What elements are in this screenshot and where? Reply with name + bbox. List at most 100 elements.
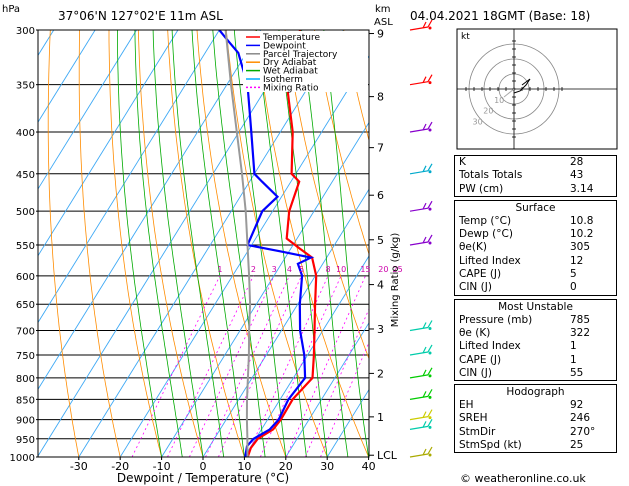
wind-barb-flag	[422, 448, 427, 456]
dewpoint-line	[218, 30, 315, 457]
pressure-tick-label: 350	[16, 81, 35, 92]
hodograph-stat-row: SREH 246	[455, 412, 616, 425]
km-label: km	[375, 4, 391, 15]
wind-barb-flag	[427, 367, 433, 376]
most-unstable-box: Most Unstable Pressure (mb) 785 θe (K) 322 L…	[454, 298, 617, 382]
wind-barb-flag	[422, 322, 427, 329]
legend-box	[243, 31, 368, 92]
wind-barb-flag	[422, 165, 427, 173]
wind-dot	[428, 425, 432, 429]
wet-adiabat	[301, 30, 349, 457]
wind-barb-flag	[427, 121, 433, 130]
hodograph-ring-label: 10	[494, 96, 504, 105]
pressure-tick-label: 700	[16, 327, 35, 338]
dry-adiabat	[284, 30, 369, 360]
dry-adiabat	[196, 30, 287, 457]
date-title: 04.04.2021 18GMT (Base: 18)	[410, 9, 590, 23]
dry-adiabat	[137, 30, 204, 457]
hodograph-stat-value: 25	[570, 439, 584, 452]
most-unstable-label: Lifted Index	[459, 340, 521, 353]
km-tick-label: 7	[377, 142, 384, 155]
wet-adiabat	[191, 30, 245, 457]
index-label: K	[459, 156, 466, 168]
hodograph-stat-label: StmDir	[459, 425, 496, 438]
wind-dot	[428, 374, 432, 378]
location-title: 37°06'N 127°02'E 11m ASL	[58, 9, 223, 23]
pressure-tick-label: 500	[16, 207, 35, 218]
wind-barb-staff	[409, 453, 429, 458]
mixing-ratio-line	[189, 275, 275, 457]
isotherm-line	[78, 30, 344, 457]
pressure-tick-label: 400	[16, 128, 35, 139]
mixing-ratio-line	[205, 275, 290, 457]
legend-label: Temperature	[262, 33, 320, 43]
wet-adiabat	[233, 30, 287, 457]
wind-barb-staff	[409, 374, 429, 379]
wind-barb-flag	[422, 123, 427, 131]
hodograph-kt-label: kt	[461, 32, 470, 42]
wind-dot	[428, 327, 432, 331]
wind-dot	[428, 395, 432, 399]
wind-barb-flag	[427, 409, 433, 417]
wind-barb-flag	[427, 446, 433, 455]
mixing-ratio-label: 2	[251, 265, 256, 274]
wind-barb-flag	[427, 19, 433, 28]
most-unstable-value: 322	[570, 326, 591, 339]
temp-tick-label: 40	[362, 460, 376, 473]
wind-dot	[428, 81, 432, 85]
pressure-tick-label: 600	[16, 272, 35, 283]
mixing-ratio-label: 10	[336, 265, 346, 274]
wind-barb-flag	[422, 391, 427, 398]
wind-barb-flag	[422, 21, 427, 29]
km-tick-label: 2	[377, 367, 384, 380]
mixing-ratio-label: 1	[217, 265, 222, 274]
km-tick-label: LCL	[377, 449, 398, 462]
index-row: PW (cm) 3.14	[455, 183, 616, 196]
wind-barb-staff	[409, 207, 429, 212]
hodograph-stat-label: SREH	[459, 412, 488, 425]
isotherm-line	[38, 30, 262, 391]
mixing-ratio-line	[260, 275, 342, 457]
wind-barb-flag	[427, 389, 433, 397]
hodograph-stat-value: 270°	[570, 425, 596, 438]
wind-dot	[428, 351, 432, 355]
asl-label: ASL	[374, 17, 393, 28]
legend-label: Mixing Ratio	[263, 83, 319, 93]
most-unstable-title: Most Unstable	[498, 300, 573, 313]
wind-barb-flag	[422, 202, 427, 210]
wind-barb-flag	[422, 236, 427, 244]
wet-adiabat	[117, 30, 162, 457]
indices-table: K 28 Totals Totals 43 PW (cm) 3.14 Surface Te…	[454, 155, 617, 456]
most-unstable-value: 55	[570, 366, 584, 379]
wind-barb-flag	[422, 421, 427, 428]
mixing-ratio-label: 3	[272, 265, 277, 274]
wind-barb-staff	[409, 26, 429, 31]
wind-dot	[428, 453, 432, 457]
mixing-ratio-label: 4	[287, 265, 292, 274]
dry-adiabat	[225, 30, 328, 457]
wind-barb-staff	[409, 395, 429, 400]
mixing-ratio-label: 25	[392, 265, 402, 274]
mixing-ratio-line	[285, 275, 366, 457]
most-unstable-value: 785	[570, 313, 591, 326]
surface-row: Dewp (°C) 10.2	[455, 228, 616, 241]
hodograph-stat-label: EH	[459, 399, 474, 412]
isotherm-line	[202, 188, 369, 457]
dry-adiabat	[255, 30, 369, 457]
mixing-ratio-label: 8	[326, 265, 331, 274]
isotherm-line	[119, 54, 369, 457]
most-unstable-label: CAPE (J)	[459, 353, 502, 366]
index-label: PW (cm)	[459, 182, 504, 195]
isotherm-line	[38, 30, 137, 190]
surface-label: CIN (J)	[459, 281, 492, 294]
temp-tick-label: 0	[200, 460, 207, 473]
isotherm-line	[0, 30, 12, 457]
temperature-line	[246, 30, 318, 457]
surface-row: Temp (°C) 10.8	[455, 215, 616, 228]
dry-adiabat	[167, 30, 245, 457]
mixing-ratio-line	[218, 275, 302, 457]
pressure-tick-label: 750	[16, 351, 35, 362]
pressure-tick-label: 850	[16, 395, 35, 406]
indices-box: K 28 Totals Totals 43 PW (cm) 3.14	[454, 155, 617, 197]
